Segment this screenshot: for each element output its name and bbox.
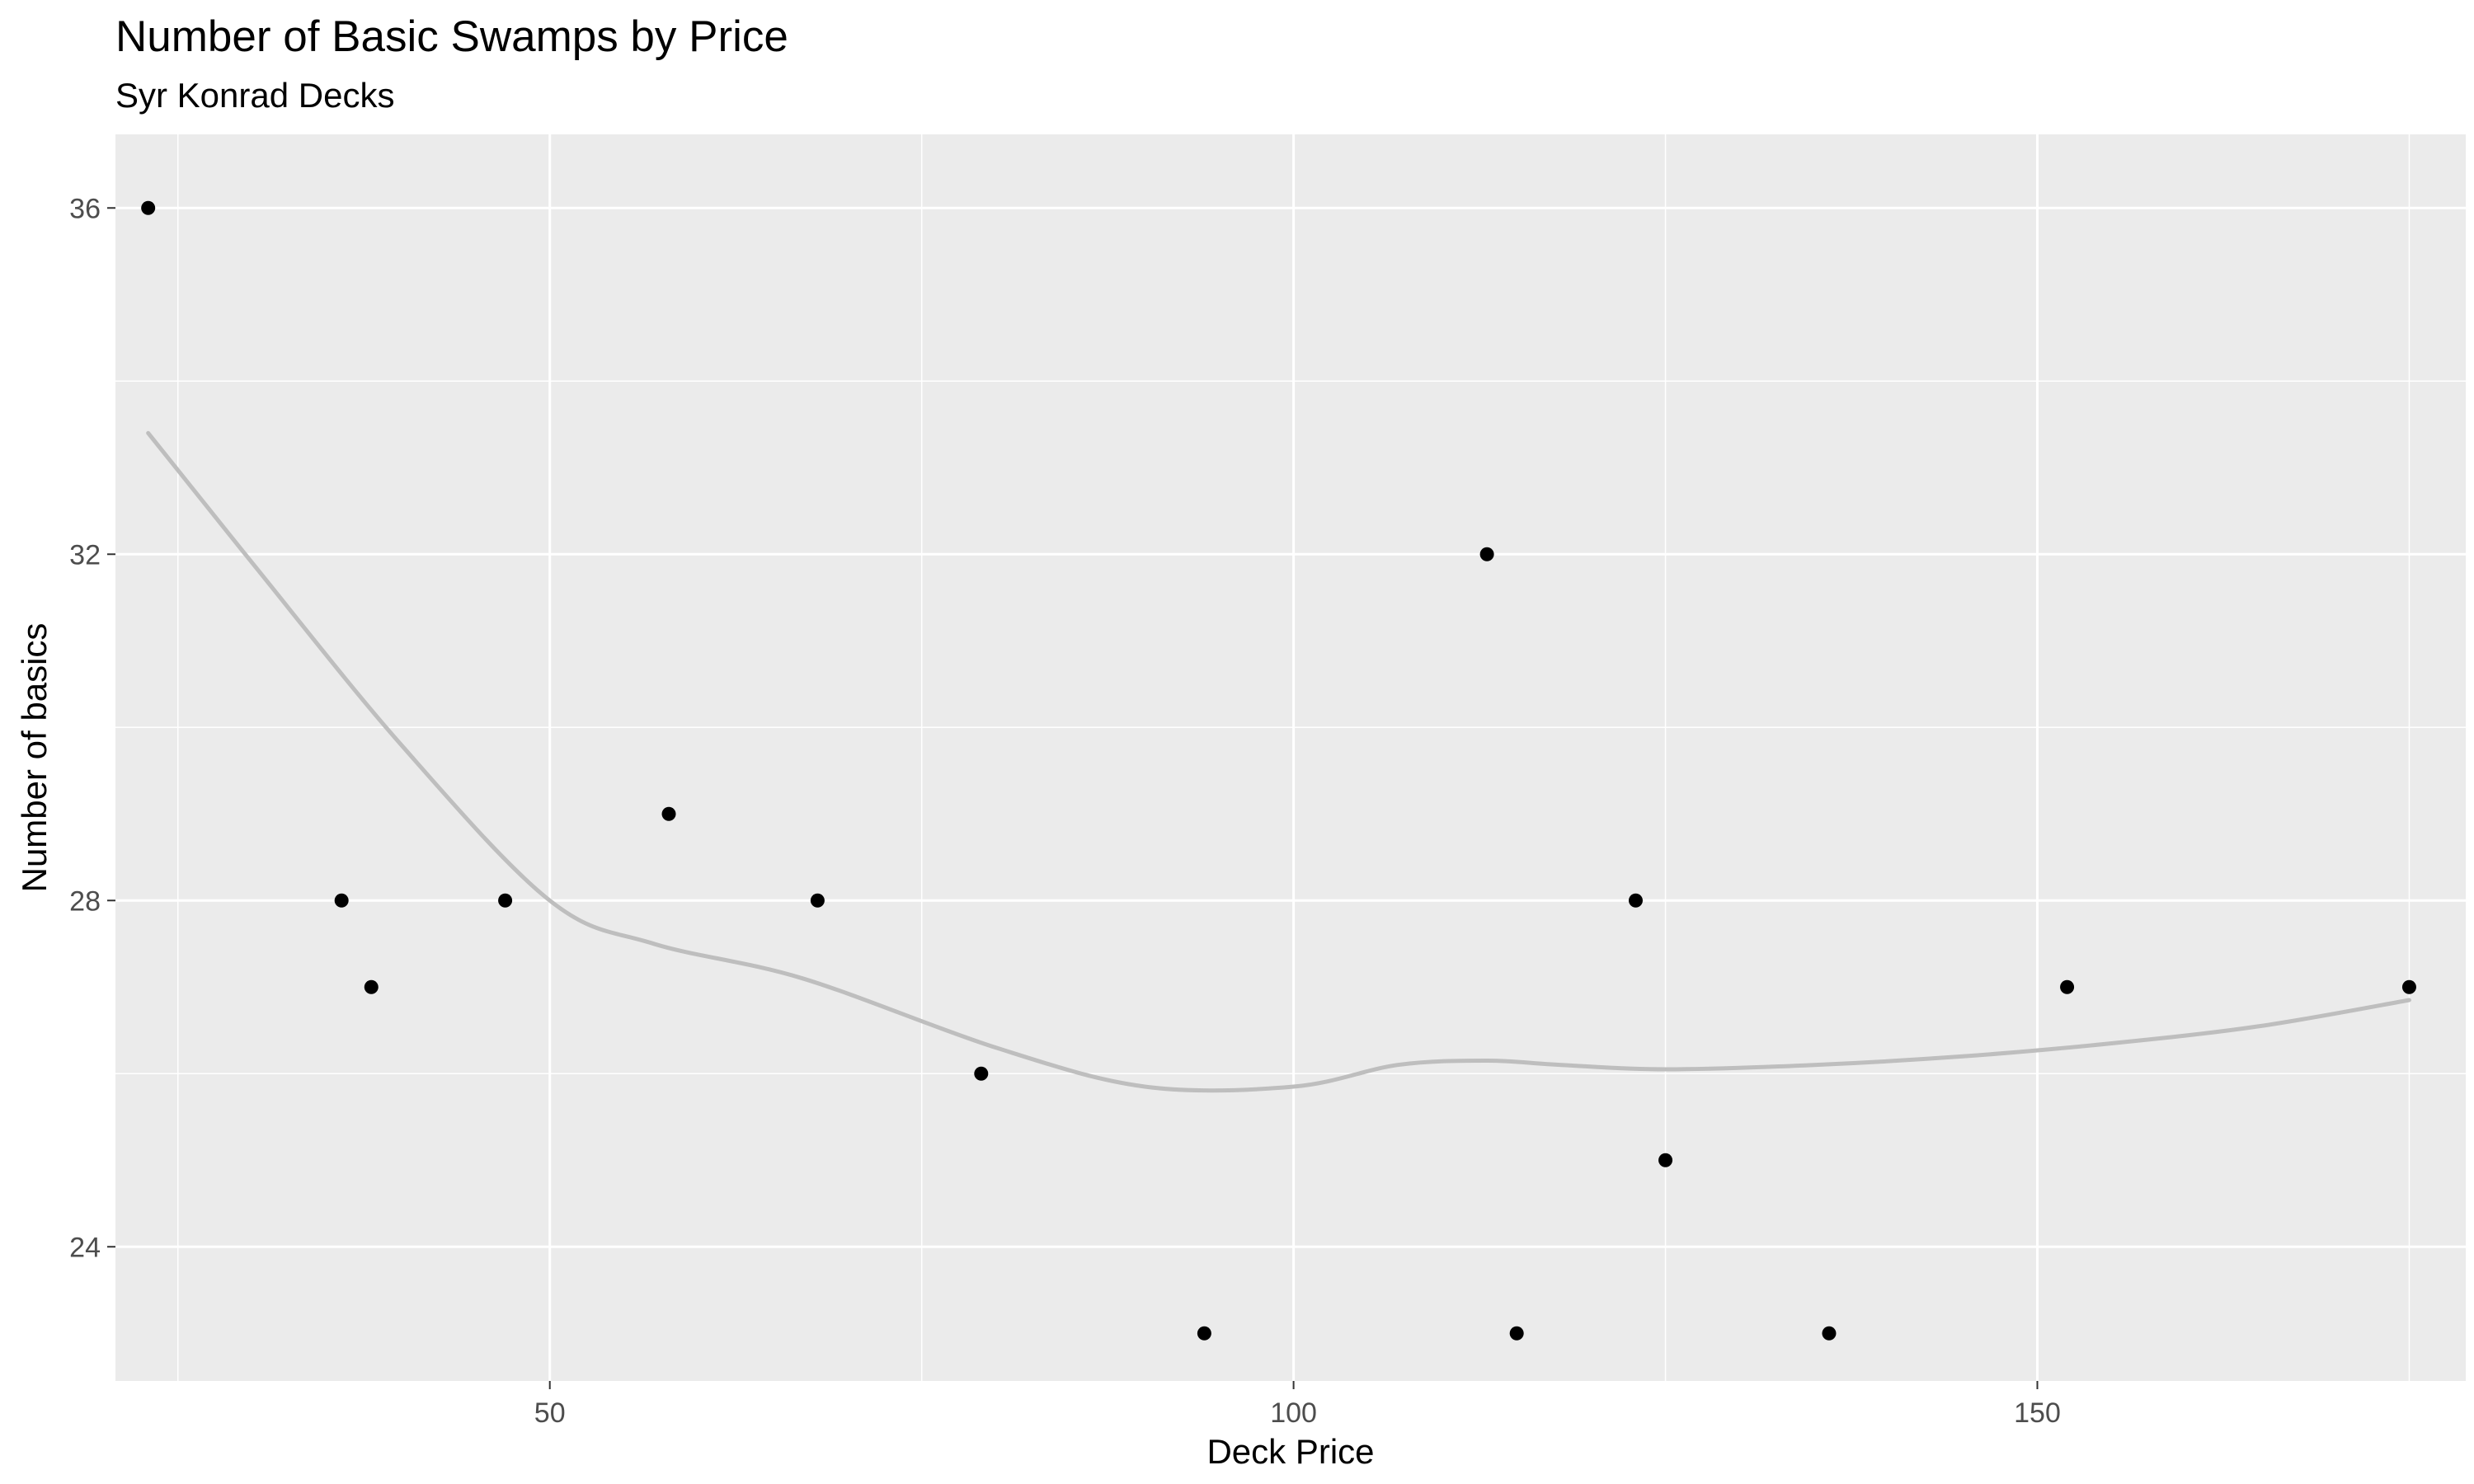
x-tick-label: 100: [1270, 1397, 1317, 1429]
chart-title: Number of Basic Swamps by Price: [115, 12, 788, 61]
y-tick-label: 28: [69, 885, 101, 917]
data-point: [364, 979, 379, 994]
data-point: [2060, 979, 2075, 994]
minor-gridlines: [115, 134, 2466, 1381]
smooth-curve: [146, 430, 2411, 1093]
y-tick-label: 24: [69, 1232, 101, 1263]
data-point: [141, 200, 156, 215]
data-point: [1822, 1326, 1837, 1341]
data-point: [1628, 893, 1643, 908]
plot-panel: [115, 134, 2466, 1381]
y-tick-label: 36: [69, 193, 101, 224]
smooth-curve-layer: [146, 430, 2411, 1093]
data-point: [2401, 979, 2416, 994]
data-point: [1479, 547, 1494, 561]
y-axis-title: Number of basics: [15, 623, 54, 893]
y-axis: 24 28 32 36: [69, 193, 115, 1263]
data-point: [974, 1066, 989, 1081]
x-axis: 50 100 150: [534, 1381, 2061, 1429]
x-tick-label: 50: [534, 1397, 566, 1429]
y-tick-label: 32: [69, 539, 101, 571]
chart-subtitle: Syr Konrad Decks: [115, 76, 394, 115]
x-tick-label: 150: [2014, 1397, 2061, 1429]
x-axis-title: Deck Price: [1206, 1432, 1374, 1471]
data-points: [141, 200, 2416, 1341]
data-point: [1197, 1326, 1211, 1341]
data-point: [810, 893, 825, 908]
data-point: [661, 806, 676, 821]
data-point: [334, 893, 349, 908]
data-point: [1509, 1326, 1524, 1341]
data-point: [1658, 1153, 1673, 1167]
data-point: [498, 893, 513, 908]
